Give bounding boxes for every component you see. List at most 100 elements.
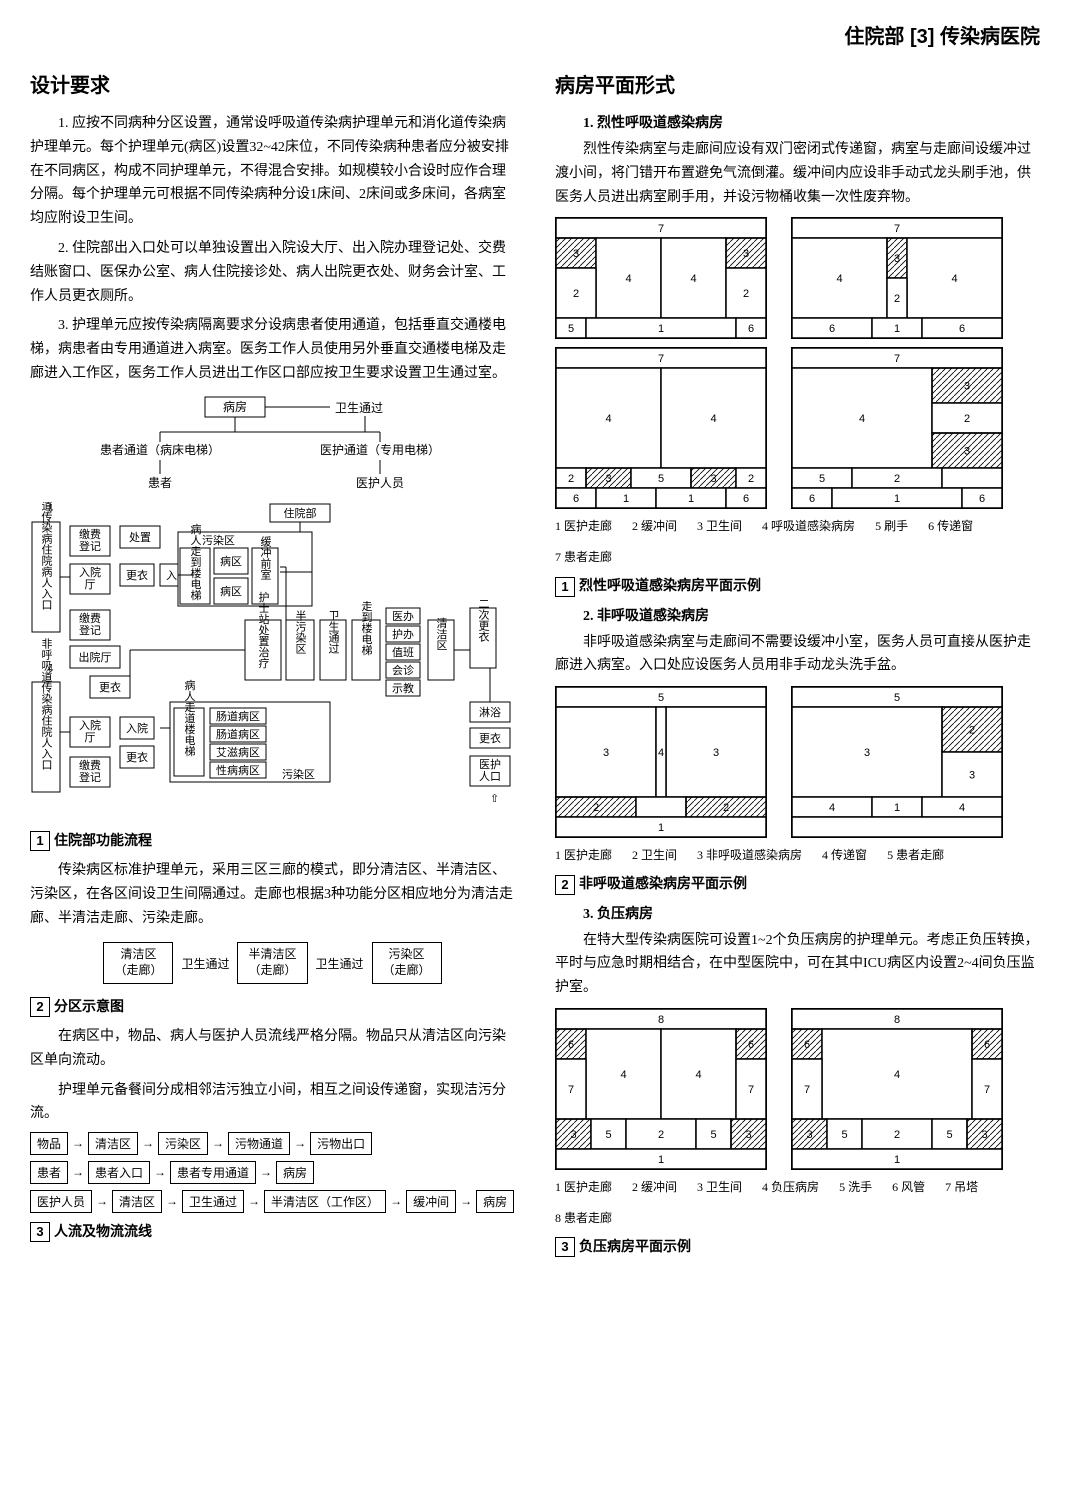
svg-text:登记: 登记 xyxy=(79,770,101,784)
svg-text:厅: 厅 xyxy=(85,579,96,591)
flowchart-upper: 病房 卫生通过 患者通道（病床电梯） 医护通道（专用电梯） 患者 医护人员 xyxy=(30,392,510,502)
svg-text:值班: 值班 xyxy=(392,646,414,659)
floorplan-2-left: 5334221 xyxy=(555,686,767,838)
svg-text:2: 2 xyxy=(568,473,574,485)
svg-text:6: 6 xyxy=(959,323,965,335)
sec1-head: 1. 烈性呼吸道感染病房 xyxy=(555,112,1040,132)
svg-text:非呼吸道传染病住院人入口: 非呼吸道传染病住院人入口 xyxy=(40,637,53,769)
left-column: 设计要求 1. 应按不同病种分区设置，通常设呼吸道传染病护理单元和消化道传染病护… xyxy=(30,69,515,1265)
svg-text:1: 1 xyxy=(894,323,900,335)
svg-text:5: 5 xyxy=(568,323,574,335)
svg-text:4: 4 xyxy=(829,802,835,814)
sec3-para: 在特大型传染病医院可设置1~2个负压病房的护理单元。考虑正负压转换，平时与应急时… xyxy=(555,929,1040,1000)
floorplan-group-3: 8644677352531 864677352531 xyxy=(555,1008,1040,1170)
sec2-head: 2. 非呼吸道感染病房 xyxy=(555,605,1040,625)
sec1-para: 烈性传染病室与走廊间应设有双门密闭式传递窗，病室与走廊间设缓冲过渡小间，将门错开… xyxy=(555,138,1040,209)
svg-text:5: 5 xyxy=(658,473,664,485)
sec2-para: 非呼吸道感染病室与走廊间不需要设缓冲小室，医务人员可直接从医护走廊进入病室。入口… xyxy=(555,631,1040,679)
design-req-heading: 设计要求 xyxy=(30,69,515,98)
svg-text:缴费: 缴费 xyxy=(79,611,101,625)
svg-text:示教: 示教 xyxy=(392,682,414,695)
floorplan-3-right: 864677352531 xyxy=(791,1008,1003,1170)
svg-text:7: 7 xyxy=(984,1084,990,1096)
svg-text:6: 6 xyxy=(573,493,579,505)
legend-2: 1 医护走廊2 卫生间3 非呼吸道感染病房4 传递窗5 患者走廊 xyxy=(555,846,1040,863)
svg-text:人口: 人口 xyxy=(479,770,501,783)
svg-text:艾滋病区: 艾滋病区 xyxy=(216,745,260,759)
svg-text:污染区: 污染区 xyxy=(202,533,235,547)
svg-text:1: 1 xyxy=(658,323,664,335)
svg-text:4: 4 xyxy=(859,413,865,425)
svg-text:8: 8 xyxy=(894,1014,900,1026)
fc1-medcorr: 医护通道（专用电梯） xyxy=(320,442,440,457)
svg-text:4: 4 xyxy=(658,747,664,759)
svg-text:4: 4 xyxy=(959,802,965,814)
svg-text:4: 4 xyxy=(710,413,716,425)
svg-text:4: 4 xyxy=(625,273,631,285)
svg-text:3: 3 xyxy=(964,381,970,393)
svg-text:6: 6 xyxy=(748,323,754,335)
zone-diagram: 清洁区 （走廊） 卫生通过 半清洁区 （走廊） 卫生通过 污染区 （走廊） xyxy=(30,942,515,983)
right-column: 病房平面形式 1. 烈性呼吸道感染病房 烈性传染病室与走廊间应设有双门密闭式传递… xyxy=(555,69,1040,1265)
sec3-head: 3. 负压病房 xyxy=(555,903,1040,923)
floorplan-1b-right: 7432352616 xyxy=(791,347,1003,509)
svg-text:3: 3 xyxy=(894,253,900,265)
svg-text:2: 2 xyxy=(743,288,749,300)
svg-text:4: 4 xyxy=(690,273,696,285)
fc1-pass: 卫生通过 xyxy=(335,401,383,415)
svg-text:5: 5 xyxy=(819,473,825,485)
caption-3: 3人流及物流流线 xyxy=(30,1221,515,1242)
para-2: 2. 住院部出入口处可以单独设置出入院设大厅、出入院办理登记处、交费结账窗口、医… xyxy=(30,237,515,308)
para-1: 1. 应按不同病种分区设置，通常设呼吸道传染病护理单元和消化道传染病护理单元。每… xyxy=(30,112,515,231)
svg-text:6: 6 xyxy=(984,1039,990,1051)
svg-text:3: 3 xyxy=(603,747,609,759)
svg-text:医护: 医护 xyxy=(479,757,501,771)
svg-text:2: 2 xyxy=(964,413,970,425)
svg-text:住院部: 住院部 xyxy=(284,506,317,520)
svg-text:2: 2 xyxy=(894,1129,900,1141)
svg-text:5: 5 xyxy=(841,1129,847,1141)
flows-diagram: 物品→清洁区→污染区→污物通道→污物出口患者→患者入口→患者专用通道→病房医护人… xyxy=(30,1132,515,1213)
svg-text:7: 7 xyxy=(804,1084,810,1096)
svg-text:⇩: ⇩ xyxy=(46,503,55,515)
svg-text:入院: 入院 xyxy=(126,721,148,735)
svg-text:1: 1 xyxy=(894,802,900,814)
flowchart-functional: 呼吸道传染病住院病人入口 非呼吸道传染病住院人入口 住院部 ⇩ ⇩ 缴费登记 处… xyxy=(30,502,520,822)
svg-text:3: 3 xyxy=(710,473,716,485)
svg-text:肠道病区: 肠道病区 xyxy=(216,709,260,723)
caption-1: 1住院部功能流程 xyxy=(30,830,515,851)
caption-2: 2分区示意图 xyxy=(30,996,515,1017)
svg-text:2: 2 xyxy=(658,1129,664,1141)
svg-text:6: 6 xyxy=(829,323,835,335)
svg-text:出院厅: 出院厅 xyxy=(79,650,112,664)
svg-text:3: 3 xyxy=(981,1129,987,1141)
svg-text:6: 6 xyxy=(568,1039,574,1051)
floorplan-3-left: 8644677352531 xyxy=(555,1008,767,1170)
svg-text:4: 4 xyxy=(894,1069,900,1081)
svg-text:缴费: 缴费 xyxy=(79,527,101,541)
svg-text:3: 3 xyxy=(743,248,749,260)
svg-text:缓冲前室: 缓冲前室 xyxy=(259,535,272,579)
floorplan-2-right: 5323414 xyxy=(791,686,1003,838)
svg-text:更衣: 更衣 xyxy=(99,680,121,694)
svg-text:1: 1 xyxy=(894,493,900,505)
header-right: 传染病医院 xyxy=(940,26,1040,48)
svg-text:1: 1 xyxy=(658,1154,664,1166)
svg-text:厅: 厅 xyxy=(85,732,96,744)
fc1-ward: 病房 xyxy=(223,399,247,414)
svg-text:6: 6 xyxy=(748,1039,754,1051)
svg-text:2: 2 xyxy=(748,473,754,485)
svg-text:走到楼电梯: 走到楼电梯 xyxy=(360,600,373,656)
svg-text:3: 3 xyxy=(864,747,870,759)
svg-text:2: 2 xyxy=(969,725,975,737)
svg-text:7: 7 xyxy=(568,1084,574,1096)
svg-text:2: 2 xyxy=(573,288,579,300)
ward-form-heading: 病房平面形式 xyxy=(555,69,1040,98)
svg-text:7: 7 xyxy=(894,223,900,235)
floorplan-group-2: 5334221 5323414 xyxy=(555,686,1040,838)
svg-text:医办: 医办 xyxy=(392,610,414,623)
floorplan-1a-left: 7344322516 xyxy=(555,217,767,339)
svg-text:1: 1 xyxy=(688,493,694,505)
svg-text:清洁区: 清洁区 xyxy=(435,617,448,650)
svg-text:二次更衣: 二次更衣 xyxy=(477,598,490,642)
